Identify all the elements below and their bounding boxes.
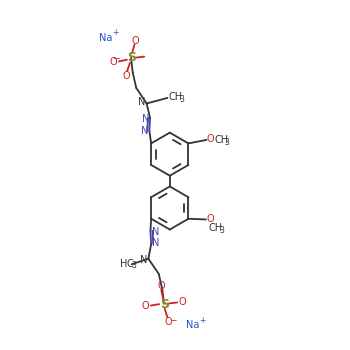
Text: O: O xyxy=(131,36,139,46)
Text: +: + xyxy=(200,316,206,325)
Text: +: + xyxy=(112,28,118,37)
Text: CH: CH xyxy=(209,223,223,233)
Text: CH: CH xyxy=(214,135,228,145)
Text: CH: CH xyxy=(168,92,182,102)
Text: S: S xyxy=(127,51,136,64)
Text: N: N xyxy=(141,126,148,135)
Text: C: C xyxy=(126,259,133,269)
Text: O: O xyxy=(157,281,165,292)
Text: O: O xyxy=(142,301,149,311)
Text: 3: 3 xyxy=(179,95,184,104)
Text: N: N xyxy=(152,238,160,248)
Text: O: O xyxy=(109,57,117,67)
Text: Na: Na xyxy=(186,320,199,330)
Text: S: S xyxy=(160,298,169,311)
Text: O: O xyxy=(123,71,130,81)
Text: −: − xyxy=(169,315,176,324)
Text: 3: 3 xyxy=(131,261,136,271)
Text: −: − xyxy=(112,53,120,62)
Text: H: H xyxy=(120,259,128,269)
Text: O: O xyxy=(206,214,214,224)
Text: N: N xyxy=(141,114,149,124)
Text: 3: 3 xyxy=(225,138,230,147)
Text: O: O xyxy=(178,297,186,307)
Text: N: N xyxy=(140,255,148,265)
Text: Na: Na xyxy=(99,33,113,43)
Text: O: O xyxy=(207,134,215,144)
Text: 3: 3 xyxy=(219,226,224,235)
Text: N: N xyxy=(152,226,159,237)
Text: O: O xyxy=(164,317,171,327)
Text: N: N xyxy=(138,97,146,107)
